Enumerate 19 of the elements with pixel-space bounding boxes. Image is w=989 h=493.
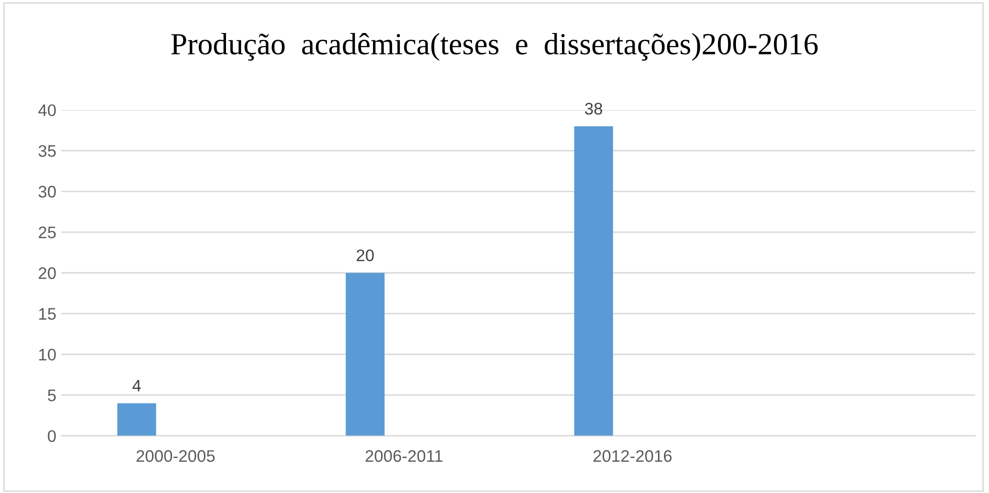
y-tick-label: 20 [38,267,56,280]
x-tick-label: 2006-2011 [366,450,442,462]
chart-title: Produção acadêmica(teses e dissertações)200-2016 [171,32,818,61]
y-tick-label: 0 [48,430,56,442]
y-tick-label: 40 [38,104,56,116]
y-tick-label: 15 [39,308,56,320]
bar [346,272,385,436]
y-tick-label: 35 [38,145,56,157]
x-tick-label: 2012-2016 [593,450,672,462]
y-tick-label: 25 [38,226,56,238]
y-tick-label: 30 [38,186,56,198]
y-tick-label: 5 [48,390,56,402]
y-tick-label: 10 [39,348,56,361]
bar [117,403,156,436]
data-label: 4 [132,380,141,392]
x-tick-label: 2000-2005 [136,450,215,462]
bar [574,126,614,436]
data-label: 38 [584,102,602,115]
data-label: 20 [356,249,374,262]
